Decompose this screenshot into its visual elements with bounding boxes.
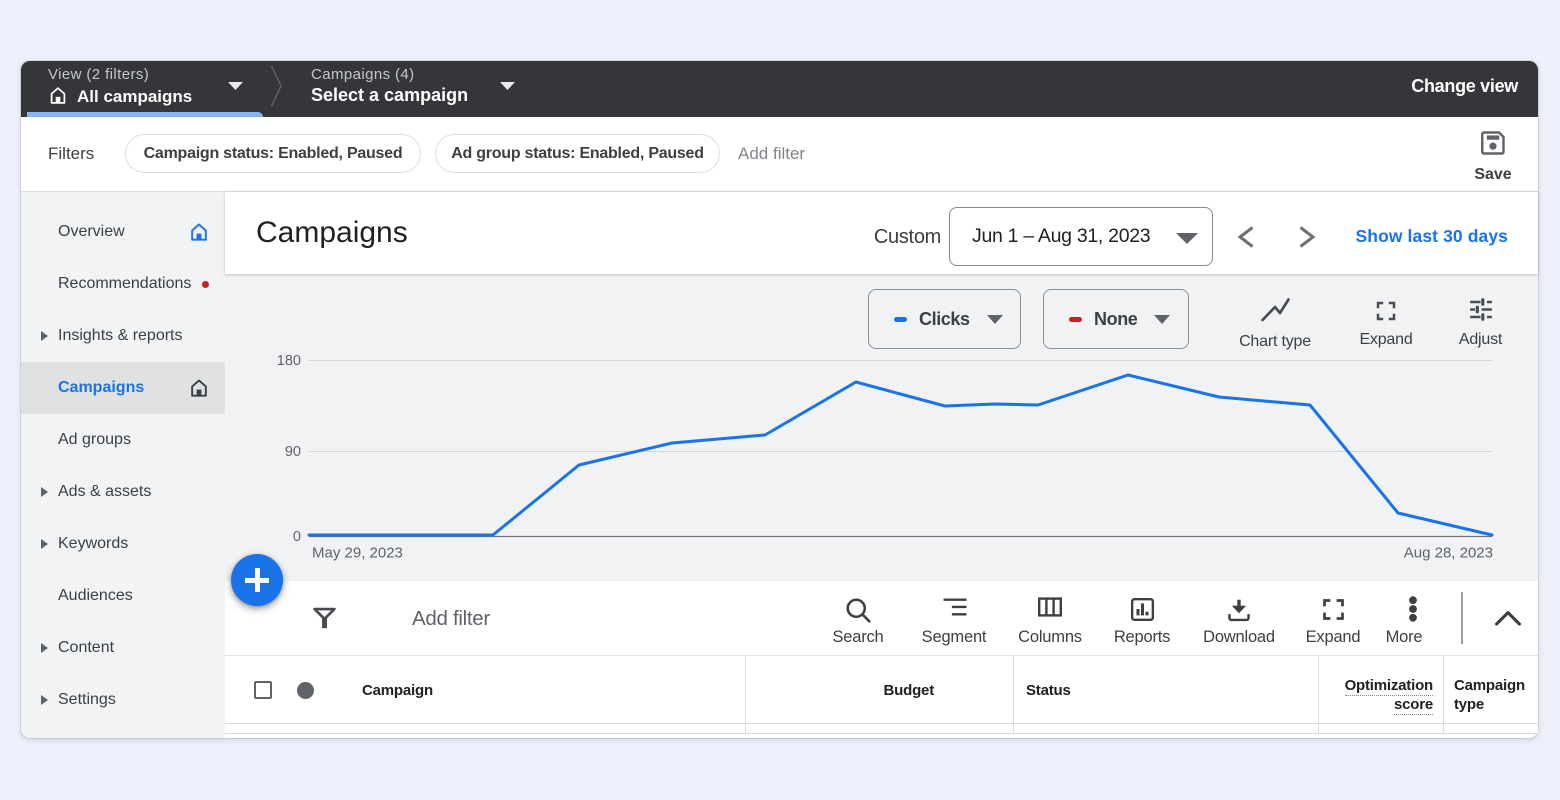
svg-text:180: 180 xyxy=(277,353,301,369)
svg-text:0: 0 xyxy=(293,529,301,545)
svg-text:Aug 28, 2023: Aug 28, 2023 xyxy=(1404,545,1493,562)
svg-text:May 29, 2023: May 29, 2023 xyxy=(312,545,403,562)
svg-text:90: 90 xyxy=(285,444,301,460)
